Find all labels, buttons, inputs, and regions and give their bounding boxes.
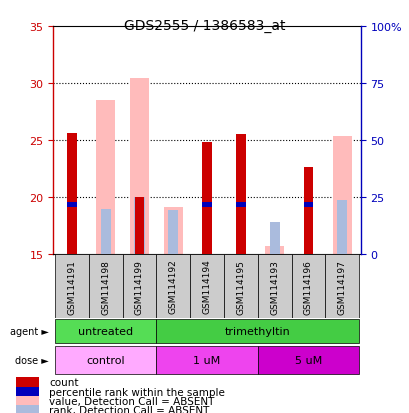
Bar bbox=[164, 207, 182, 254]
Bar bbox=[89, 254, 122, 318]
Text: percentile rank within the sample: percentile rank within the sample bbox=[49, 387, 225, 397]
Bar bbox=[55, 254, 89, 318]
Bar bbox=[303, 203, 312, 207]
Bar bbox=[257, 347, 358, 374]
Bar bbox=[16, 377, 39, 388]
Bar bbox=[55, 347, 156, 374]
Bar bbox=[135, 197, 144, 254]
Text: GSM114196: GSM114196 bbox=[303, 259, 312, 314]
Text: trimethyltin: trimethyltin bbox=[224, 326, 290, 337]
Text: dose ►: dose ► bbox=[16, 355, 49, 366]
Bar bbox=[67, 203, 76, 207]
Bar bbox=[168, 211, 178, 254]
Bar bbox=[55, 319, 156, 344]
Text: 5 uM: 5 uM bbox=[294, 355, 321, 366]
Bar bbox=[324, 254, 358, 318]
Text: GSM114192: GSM114192 bbox=[169, 259, 178, 314]
Bar bbox=[332, 137, 351, 254]
Bar bbox=[202, 142, 211, 254]
Bar bbox=[100, 210, 110, 254]
Bar bbox=[223, 254, 257, 318]
Text: GSM114194: GSM114194 bbox=[202, 259, 211, 314]
Text: GSM114198: GSM114198 bbox=[101, 259, 110, 314]
Bar bbox=[156, 254, 190, 318]
Bar bbox=[16, 405, 39, 413]
Bar bbox=[134, 197, 144, 254]
Text: untreated: untreated bbox=[78, 326, 133, 337]
Bar bbox=[156, 319, 358, 344]
Bar bbox=[265, 246, 283, 254]
Bar bbox=[16, 387, 39, 397]
Bar bbox=[236, 135, 245, 254]
Text: agent ►: agent ► bbox=[10, 326, 49, 337]
Text: control: control bbox=[86, 355, 125, 366]
Bar bbox=[130, 79, 148, 254]
Bar bbox=[156, 347, 257, 374]
Bar bbox=[303, 168, 312, 254]
Bar bbox=[190, 254, 223, 318]
Bar bbox=[16, 396, 39, 406]
Bar bbox=[336, 201, 346, 254]
Bar bbox=[269, 222, 279, 254]
Bar bbox=[291, 254, 324, 318]
Text: value, Detection Call = ABSENT: value, Detection Call = ABSENT bbox=[49, 396, 214, 406]
Bar bbox=[257, 254, 291, 318]
Text: GSM114195: GSM114195 bbox=[236, 259, 245, 314]
Bar bbox=[67, 133, 76, 254]
Bar bbox=[122, 254, 156, 318]
Text: 1 uM: 1 uM bbox=[193, 355, 220, 366]
Text: GSM114191: GSM114191 bbox=[67, 259, 76, 314]
Text: GSM114199: GSM114199 bbox=[135, 259, 144, 314]
Bar bbox=[202, 203, 211, 207]
Text: GSM114197: GSM114197 bbox=[337, 259, 346, 314]
Bar bbox=[236, 203, 245, 207]
Text: GDS2555 / 1386583_at: GDS2555 / 1386583_at bbox=[124, 19, 285, 33]
Text: count: count bbox=[49, 377, 79, 387]
Bar bbox=[96, 101, 115, 254]
Text: GSM114193: GSM114193 bbox=[270, 259, 279, 314]
Text: rank, Detection Call = ABSENT: rank, Detection Call = ABSENT bbox=[49, 406, 209, 413]
